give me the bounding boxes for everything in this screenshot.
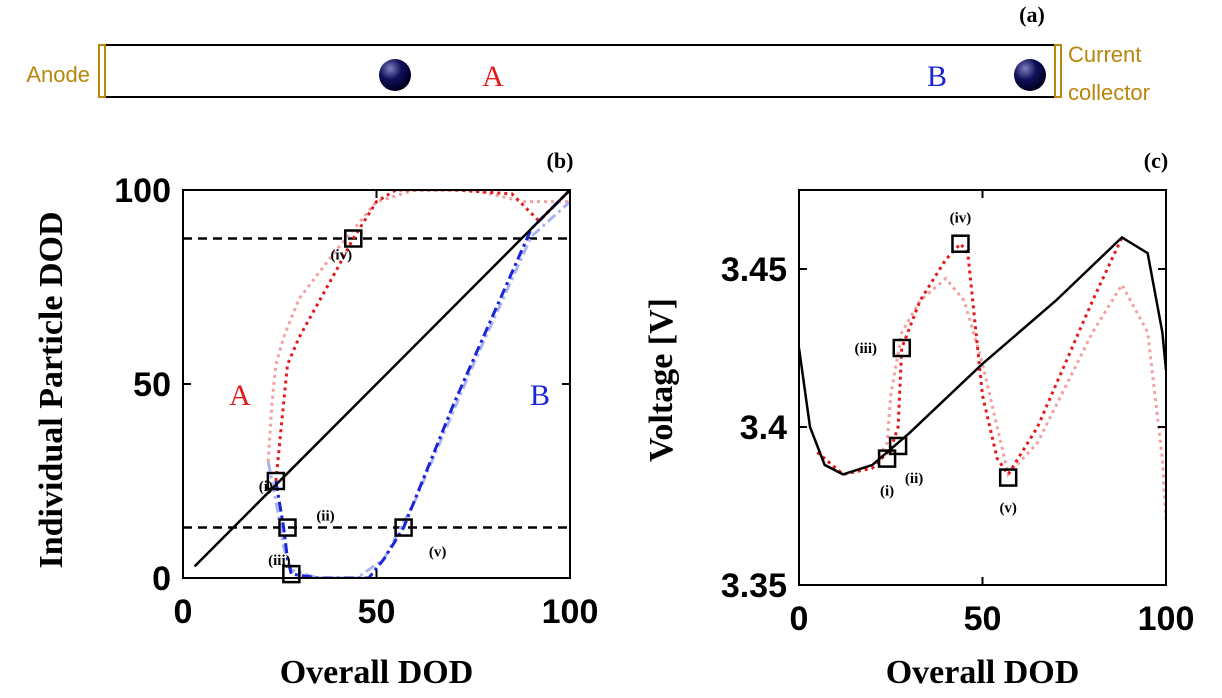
collector-label: collector <box>1068 80 1150 105</box>
panel: 0 50 100 3.35 3.4 3.45 Overall DOD Voltage [V] (… <box>643 148 1194 691</box>
anode-plate <box>98 44 106 98</box>
marker-label: (i) <box>880 484 894 500</box>
panel-label: (c) <box>1144 148 1168 173</box>
marker <box>278 518 297 537</box>
x-tick-label: 50 <box>358 593 396 631</box>
marker-label: (iii) <box>855 341 878 357</box>
y-axis-label: Individual Particle DOD <box>33 211 70 568</box>
marker <box>344 229 363 248</box>
series-line <box>274 190 570 578</box>
y-tick-label: 3.35 <box>721 567 787 605</box>
y-axis-label: Voltage [V] <box>643 298 680 462</box>
series-line <box>816 276 1166 522</box>
collector-plate <box>1054 44 1062 98</box>
marker <box>888 436 908 456</box>
x-tick-label: 100 <box>1138 600 1195 638</box>
marker-label: (iv) <box>330 248 352 264</box>
region-label: A <box>482 60 504 93</box>
y-tick-label: 3.45 <box>721 251 787 289</box>
region-label: B <box>927 60 947 93</box>
panel-label: (b) <box>547 148 574 173</box>
x-axis-label: Overall DOD <box>280 654 474 691</box>
region-label: A <box>229 379 251 412</box>
series-line <box>266 200 570 578</box>
collector-label: Current <box>1068 42 1141 67</box>
marker <box>951 234 970 253</box>
marker-label: (i) <box>259 479 273 495</box>
marker-label: (iv) <box>950 211 972 227</box>
y-tick-label: 0 <box>152 560 171 598</box>
panel: 0 50 100 0 50 100 Overall DOD Individual Partic… <box>33 148 598 691</box>
marker <box>394 518 413 537</box>
marker <box>877 449 897 468</box>
cell-diagram: (a) Anode Current collector A B <box>26 2 1150 105</box>
y-tick-label: 100 <box>114 172 171 210</box>
series-line <box>274 190 570 482</box>
series-line <box>266 190 570 462</box>
anode-label: Anode <box>26 62 90 87</box>
y-tick-label: 50 <box>133 366 171 404</box>
x-axis-label: Overall DOD <box>886 654 1080 691</box>
cell <box>104 44 1056 98</box>
series-line <box>193 190 570 568</box>
marker-label: (iii) <box>268 553 291 569</box>
marker-label: (ii) <box>316 509 334 525</box>
panel-label: (a) <box>1019 2 1045 27</box>
marker <box>892 338 912 358</box>
x-tick-label: 100 <box>542 593 599 631</box>
marker-label: (v) <box>999 501 1017 517</box>
region-label: B <box>530 379 550 412</box>
x-tick-label: 0 <box>790 600 809 638</box>
particle <box>379 59 411 91</box>
particle <box>1014 59 1046 91</box>
marker-label: (v) <box>429 545 447 561</box>
marker-label: (ii) <box>905 471 923 487</box>
series-line <box>799 235 1166 476</box>
marker <box>266 471 286 491</box>
y-tick-label: 3.4 <box>740 409 787 447</box>
x-tick-label: 50 <box>964 600 1002 638</box>
x-tick-label: 0 <box>174 593 193 631</box>
marker <box>282 564 301 584</box>
marker <box>998 468 1018 487</box>
